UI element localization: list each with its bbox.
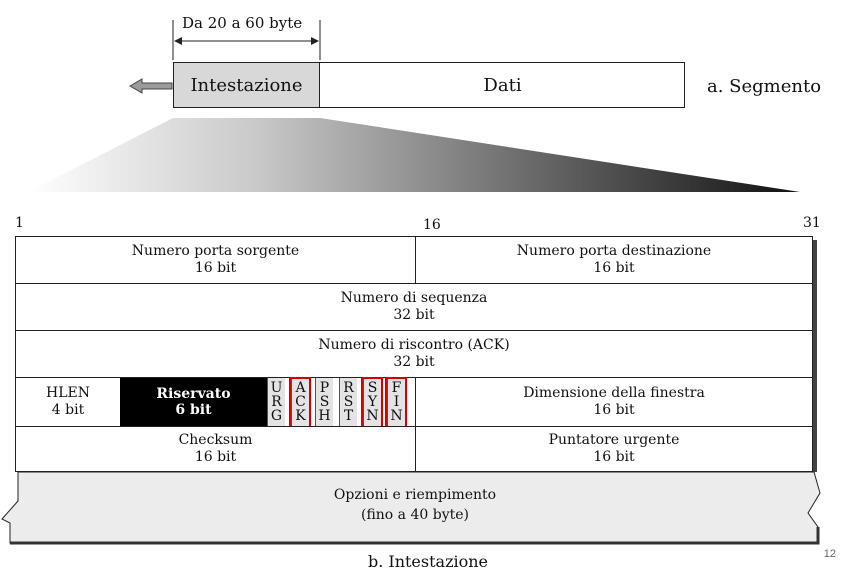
field-hlen: HLEN 4 bit [16,378,120,426]
field-label: Puntatore urgente [548,432,680,448]
flag-letter: Y [367,394,378,410]
field-size: 16 bit [593,449,635,465]
field-label: Numero di sequenza [340,290,488,306]
row-ports: Numero porta sorgente 16 bit Numero port… [15,236,813,284]
field-size: 32 bit [393,354,435,370]
field-size: 16 bit [194,449,237,465]
field-size: 16 bit [593,260,635,276]
field-label: HLEN [46,385,90,401]
row-control: HLEN 4 bit Riservato 6 bit Dimensione de… [15,377,813,431]
field-size: 32 bit [393,307,435,323]
bit-label-start: 1 [15,215,24,231]
flag-letter: R [343,380,354,396]
flag-letter: A [295,380,306,396]
field-label: Numero di riscontro (ACK) [318,337,510,353]
segment-header-box: Intestazione [173,62,320,108]
flag-letter: I [393,394,400,410]
field-reserved: Riservato 6 bit [120,378,267,426]
field-dest-port: Numero porta destinazione 16 bit [416,237,812,283]
divider [415,237,416,283]
flag-letter: N [390,408,403,424]
flag-letter: K [295,408,306,424]
flag-letter: T [343,408,354,424]
field-label: Numero porta sorgente [131,243,300,259]
header-caption: b. Intestazione [367,552,489,571]
field-label: Dimensione della finestra [523,385,705,401]
field-label: Opzioni e riempimento [333,487,497,503]
flag-letter: R [271,394,282,410]
segment-data-box: Dati [483,74,522,96]
bit-label-end: 31 [803,215,821,231]
field-size: 6 bit [175,402,212,418]
row-ack: Numero di riscontro (ACK) 32 bit [15,330,813,378]
segment-range-label: Da 20 a 60 byte [182,14,303,32]
field-sequence-number: Numero di sequenza 32 bit [16,284,812,330]
field-size: 16 bit [593,402,635,418]
table-shadow [813,240,817,472]
field-size: 16 bit [194,260,237,276]
row-sequence: Numero di sequenza 32 bit [15,283,813,331]
range-bracket [172,20,321,60]
flag-letter: C [295,394,306,410]
field-source-port: Numero porta sorgente 16 bit [16,237,415,283]
field-checksum: Checksum 16 bit [16,427,415,471]
segment-caption: a. Segmento [707,76,822,97]
slide-number: 12 [823,548,836,560]
divider [415,427,416,471]
field-urgent-pointer: Puntatore urgente 16 bit [416,427,812,471]
field-label: Checksum [178,432,253,448]
field-options: Opzioni e riempimento (fino a 40 byte) [0,487,830,524]
divider [415,378,416,426]
field-size: (fino a 40 byte) [360,507,469,523]
field-size: 4 bit [51,402,85,418]
flag-letter: N [366,408,379,424]
flag-letter: S [367,380,378,396]
flag-letter: G [270,408,283,424]
field-ack-number: Numero di riscontro (ACK) 32 bit [16,331,812,377]
field-label: Numero porta destinazione [516,243,712,259]
bit-label-mid: 16 [423,217,441,233]
zoom-expansion-shape [28,118,800,192]
row-checksum: Checksum 16 bit Puntatore urgente 16 bit [15,426,813,472]
flag-letter: S [319,394,330,410]
flag-letter: S [343,394,354,410]
field-window-size: Dimensione della finestra 16 bit [416,378,812,426]
flag-letter: U [270,380,283,396]
flag-letter: H [318,408,331,424]
options-shape [1,471,821,545]
flag-letter: F [391,380,402,396]
flag-letter: P [319,380,330,396]
left-arrow-icon [129,78,173,94]
field-label: Riservato [156,386,231,402]
